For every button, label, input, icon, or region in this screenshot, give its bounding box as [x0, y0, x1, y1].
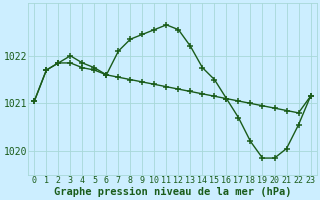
X-axis label: Graphe pression niveau de la mer (hPa): Graphe pression niveau de la mer (hPa)	[54, 186, 291, 197]
